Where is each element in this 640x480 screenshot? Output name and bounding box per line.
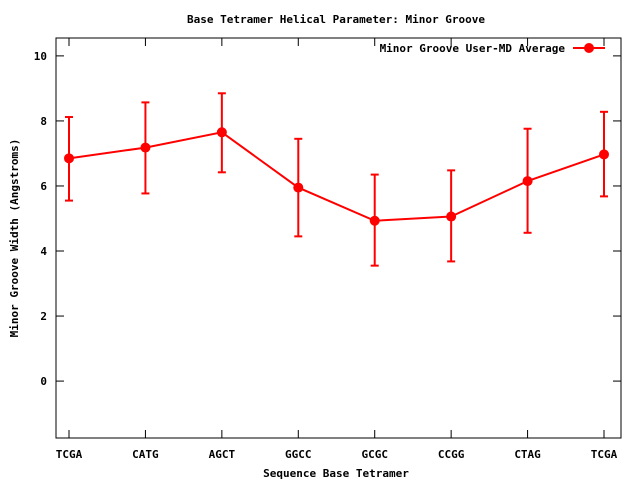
x-tick-label: TCGA [56, 448, 83, 461]
y-tick-label: 4 [40, 245, 47, 258]
x-tick-label: CCGG [438, 448, 465, 461]
x-tick-label: GGCC [285, 448, 312, 461]
x-axis: TCGA CATG AGCT GGCC GCGC CCGG CTAG TCGA [56, 38, 618, 461]
y-tick-label: 2 [40, 310, 47, 323]
data-point [599, 149, 609, 160]
series-line [68, 131, 605, 222]
data-point [446, 211, 457, 222]
legend-marker [584, 43, 594, 53]
x-tick-label: CTAG [514, 448, 541, 461]
x-tick-label: CATG [132, 448, 159, 461]
y-axis-label: Minor Groove Width (Angstroms) [8, 139, 21, 338]
series-polyline [68, 131, 605, 222]
x-tick-label: TCGA [591, 448, 618, 461]
x-axis-label: Sequence Base Tetramer [263, 467, 409, 480]
data-points [64, 127, 609, 226]
y-tick-label: 0 [40, 375, 47, 388]
y-tick-label: 6 [40, 180, 47, 193]
legend-label: Minor Groove User-MD Average [380, 42, 566, 55]
data-point [64, 153, 74, 164]
legend: Minor Groove User-MD Average [380, 42, 605, 55]
data-point [140, 142, 151, 153]
data-point [522, 176, 533, 187]
plot-frame [55, 37, 622, 439]
y-tick-label: 8 [40, 115, 47, 128]
y-axis: 0 2 4 6 8 10 [34, 50, 621, 388]
chart-title: Base Tetramer Helical Parameter: Minor G… [187, 13, 485, 26]
data-point [216, 127, 227, 138]
x-tick-label: GCGC [361, 448, 388, 461]
y-tick-label: 10 [34, 50, 47, 63]
x-tick-label: AGCT [209, 448, 236, 461]
data-point [369, 215, 380, 226]
data-point [293, 182, 304, 193]
